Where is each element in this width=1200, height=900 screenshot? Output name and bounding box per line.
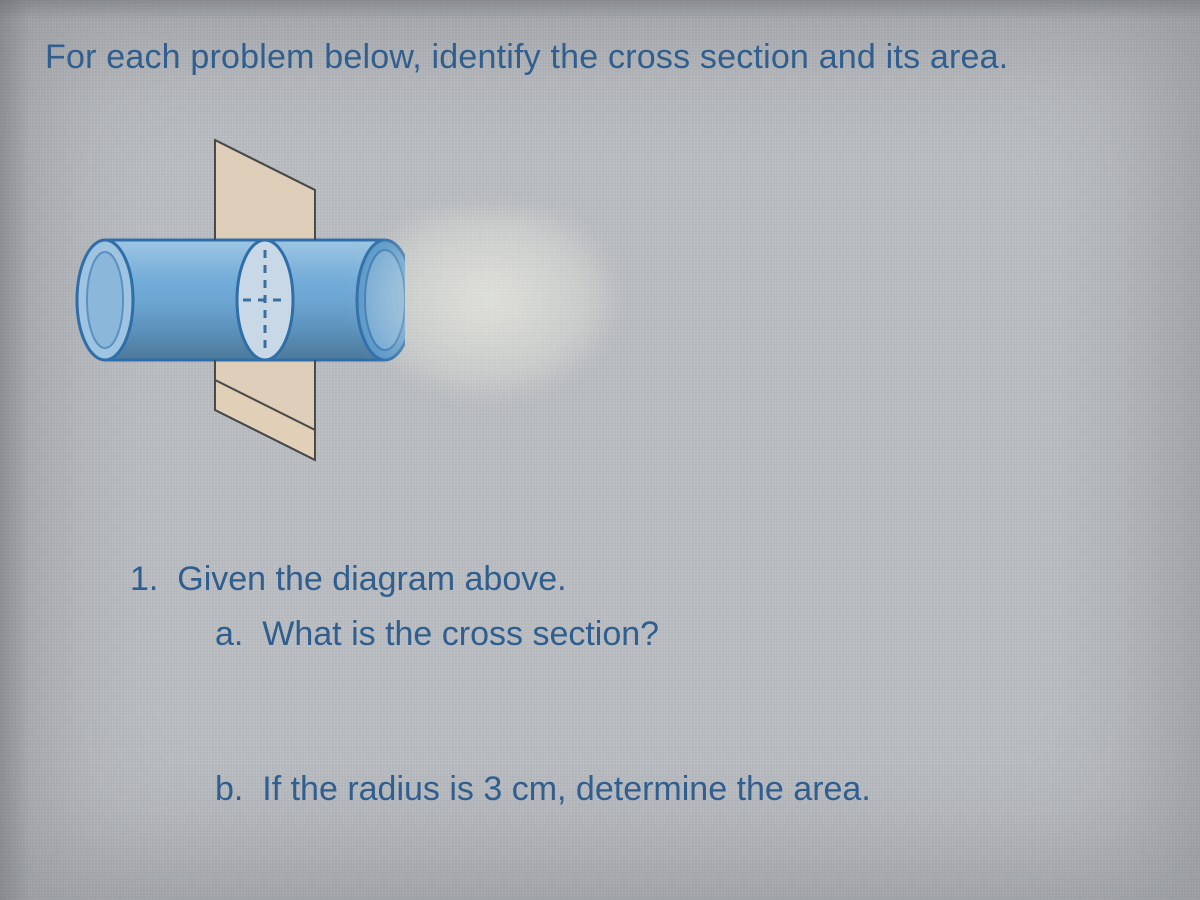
part-a-text: What is the cross section? xyxy=(262,615,659,653)
question-stem-text: Given the diagram above. xyxy=(177,560,566,598)
question-1a: a. What is the cross section? xyxy=(215,615,659,654)
diagram-cylinder-cross-section xyxy=(65,130,405,475)
vignette-left xyxy=(0,0,30,900)
photo-glare xyxy=(360,210,680,430)
cylinder-end-left-inner xyxy=(87,252,123,348)
part-a-label: a. xyxy=(215,615,243,653)
question-1b: b. If the radius is 3 cm, determine the … xyxy=(215,770,871,809)
page-title: For each problem below, identify the cro… xyxy=(45,38,1008,77)
part-b-text: If the radius is 3 cm, determine the are… xyxy=(262,770,871,808)
cylinder-end-right-inner xyxy=(365,250,405,350)
vignette-top xyxy=(0,0,1200,20)
question-1-stem: 1. Given the diagram above. xyxy=(130,560,567,599)
question-number: 1. xyxy=(130,560,158,598)
part-b-label: b. xyxy=(215,770,243,808)
